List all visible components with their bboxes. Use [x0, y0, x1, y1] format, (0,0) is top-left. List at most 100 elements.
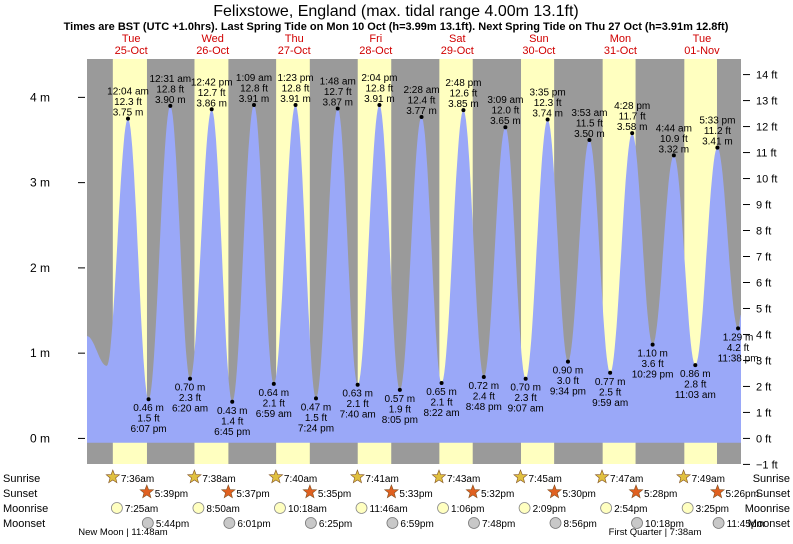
tide-time-label: 7:40 am	[340, 410, 376, 421]
sunrise-row-label-right: Sunrise	[753, 473, 790, 485]
tide-height-m-label: 3.91 m	[280, 94, 311, 105]
high-tide-point	[545, 117, 550, 122]
low-tide-point	[439, 381, 444, 385]
moonset-time: 6:59pm	[400, 519, 433, 530]
moonrise-time: 11:46am	[370, 504, 408, 515]
high-tide-point	[335, 106, 340, 111]
tide-time-label: 6:59 am	[256, 409, 292, 420]
tide-time-label: 8:05 pm	[382, 415, 418, 426]
tide-height-m-label: 0.72 m	[469, 381, 500, 392]
tide-time-label: 11:38 pm	[718, 353, 759, 364]
moonset-time: 7:48pm	[482, 519, 515, 530]
moonset-time: 5:44pm	[156, 519, 189, 530]
chart-title: Felixstowe, England (max. tidal range 4.…	[213, 3, 579, 20]
day-of-week-label: Tue	[122, 33, 141, 45]
tide-height-ft-label: 12.3 ft	[534, 98, 562, 109]
high-tide-point	[168, 103, 173, 108]
sunrise-icon	[676, 469, 692, 484]
tide-height-m-label: 3.41 m	[702, 137, 733, 148]
tide-height-ft-label: 1.4 ft	[221, 416, 243, 427]
tide-time-label: 6:20 am	[172, 404, 208, 415]
tide-height-ft-label: 2.3 ft	[515, 393, 537, 404]
high-tide-point	[125, 116, 130, 121]
tide-height-m-label: 0.70 m	[175, 383, 206, 394]
sunrise-icon	[186, 469, 202, 484]
sunrise-time: 7:43am	[447, 474, 480, 485]
tide-time-label: 7:24 pm	[298, 423, 334, 434]
tide-height-ft-label: 1.5 ft	[137, 414, 159, 425]
date-label: 30‑Oct	[522, 45, 555, 57]
tide-height-ft-label: 12.3 ft	[114, 97, 142, 108]
date-label: 27‑Oct	[278, 45, 311, 57]
sunset-icon	[383, 484, 399, 499]
sunset-icon	[220, 484, 236, 499]
date-label: 01‑Nov	[684, 45, 720, 57]
tide-height-m-label: 3.86 m	[196, 98, 227, 109]
sunset-icon	[465, 484, 481, 499]
moonrise-icon	[437, 502, 449, 514]
tide-height-ft-label: 11.5 ft	[576, 119, 603, 130]
moonrise-icon	[600, 502, 613, 514]
sunrise-time: 7:36am	[121, 474, 154, 485]
tide-time-label: 8:48 pm	[466, 402, 502, 413]
moonrise-row-label-right: Moonrise	[745, 503, 790, 515]
low-tide-point	[650, 342, 655, 347]
high-tide-point	[377, 103, 382, 108]
sunrise-time: 7:40am	[284, 474, 317, 485]
low-tide-point	[355, 382, 360, 387]
day-of-week-label: Sat	[449, 33, 466, 45]
moonset-time: 8:56pm	[564, 519, 597, 530]
moonrise-time: 7:25am	[125, 504, 158, 515]
tide-height-m-label: 0.70 m	[510, 383, 541, 394]
moonset-icon	[631, 517, 643, 529]
sunrise-icon	[349, 469, 365, 484]
low-tide-point	[230, 399, 235, 404]
moonset-icon	[223, 517, 236, 529]
y-axis-tick-label-ft: 10 ft	[756, 174, 777, 186]
tide-time-label: 6:07 pm	[130, 424, 166, 435]
high-tide-point	[419, 114, 424, 119]
tide-height-m-label: 0.43 m	[217, 406, 248, 417]
moonrise-icon	[110, 502, 123, 514]
y-axis-tick-label-ft: 12 ft	[756, 122, 777, 134]
low-tide-point	[565, 359, 570, 364]
sunset-time: 5:26pm	[726, 489, 759, 500]
sunset-time: 5:32pm	[481, 489, 514, 500]
sunset-icon	[628, 484, 644, 499]
tide-height-ft-label: 11.2 ft	[704, 126, 731, 137]
tide-time-label: 2:48 pm	[445, 78, 481, 89]
y-axis-tick-label-ft: 1 ft	[756, 407, 771, 419]
day-of-week-label: Thu	[285, 33, 304, 45]
tide-height-ft-label: 12.4 ft	[408, 95, 436, 106]
chart-header: Felixstowe, England (max. tidal range 4.…	[64, 3, 729, 33]
tide-height-m-label: 1.29 m	[723, 332, 754, 343]
tide-height-ft-label: 2.4 ft	[473, 392, 495, 403]
tide-height-m-label: 3.91 m	[239, 94, 270, 105]
y-axis-tick-label-m: 0 m	[30, 431, 50, 445]
sunrise-time: 7:47am	[610, 474, 643, 485]
y-axis-tick-label-m: 4 m	[30, 90, 50, 104]
tide-height-ft-label: 1.5 ft	[305, 413, 327, 424]
low-tide-point	[146, 397, 151, 402]
high-tide-point	[587, 138, 592, 142]
low-tide-point	[608, 370, 613, 375]
sunset-row-label-right: Sunset	[756, 488, 790, 500]
sunrise-time: 7:41am	[365, 474, 398, 485]
moonrise-time: 10:18am	[288, 504, 327, 515]
moonrise-icon	[681, 502, 694, 514]
high-tide-point	[293, 103, 298, 108]
moonrise-icon	[518, 502, 531, 514]
y-axis-tick-label-ft: 4 ft	[756, 329, 771, 341]
tide-height-m-label: 3.87 m	[322, 97, 353, 108]
tide-height-m-label: 0.47 m	[301, 402, 332, 413]
moon-phase-first-quarter: First Quarter | 7:38am	[609, 527, 702, 538]
moonset-time: 6:25pm	[319, 519, 352, 530]
moonrise-time: 3:25pm	[696, 504, 729, 515]
tide-height-m-label: 3.74 m	[532, 109, 563, 120]
tide-height-m-label: 0.77 m	[595, 377, 626, 388]
moonset-icon	[141, 517, 154, 529]
sunrise-row-label: Sunrise	[3, 473, 40, 485]
tide-height-ft-label: 12.7 ft	[198, 88, 226, 99]
tide-height-m-label: 3.90 m	[155, 95, 186, 106]
tide-height-ft-label: 12.8 ft	[240, 84, 268, 95]
